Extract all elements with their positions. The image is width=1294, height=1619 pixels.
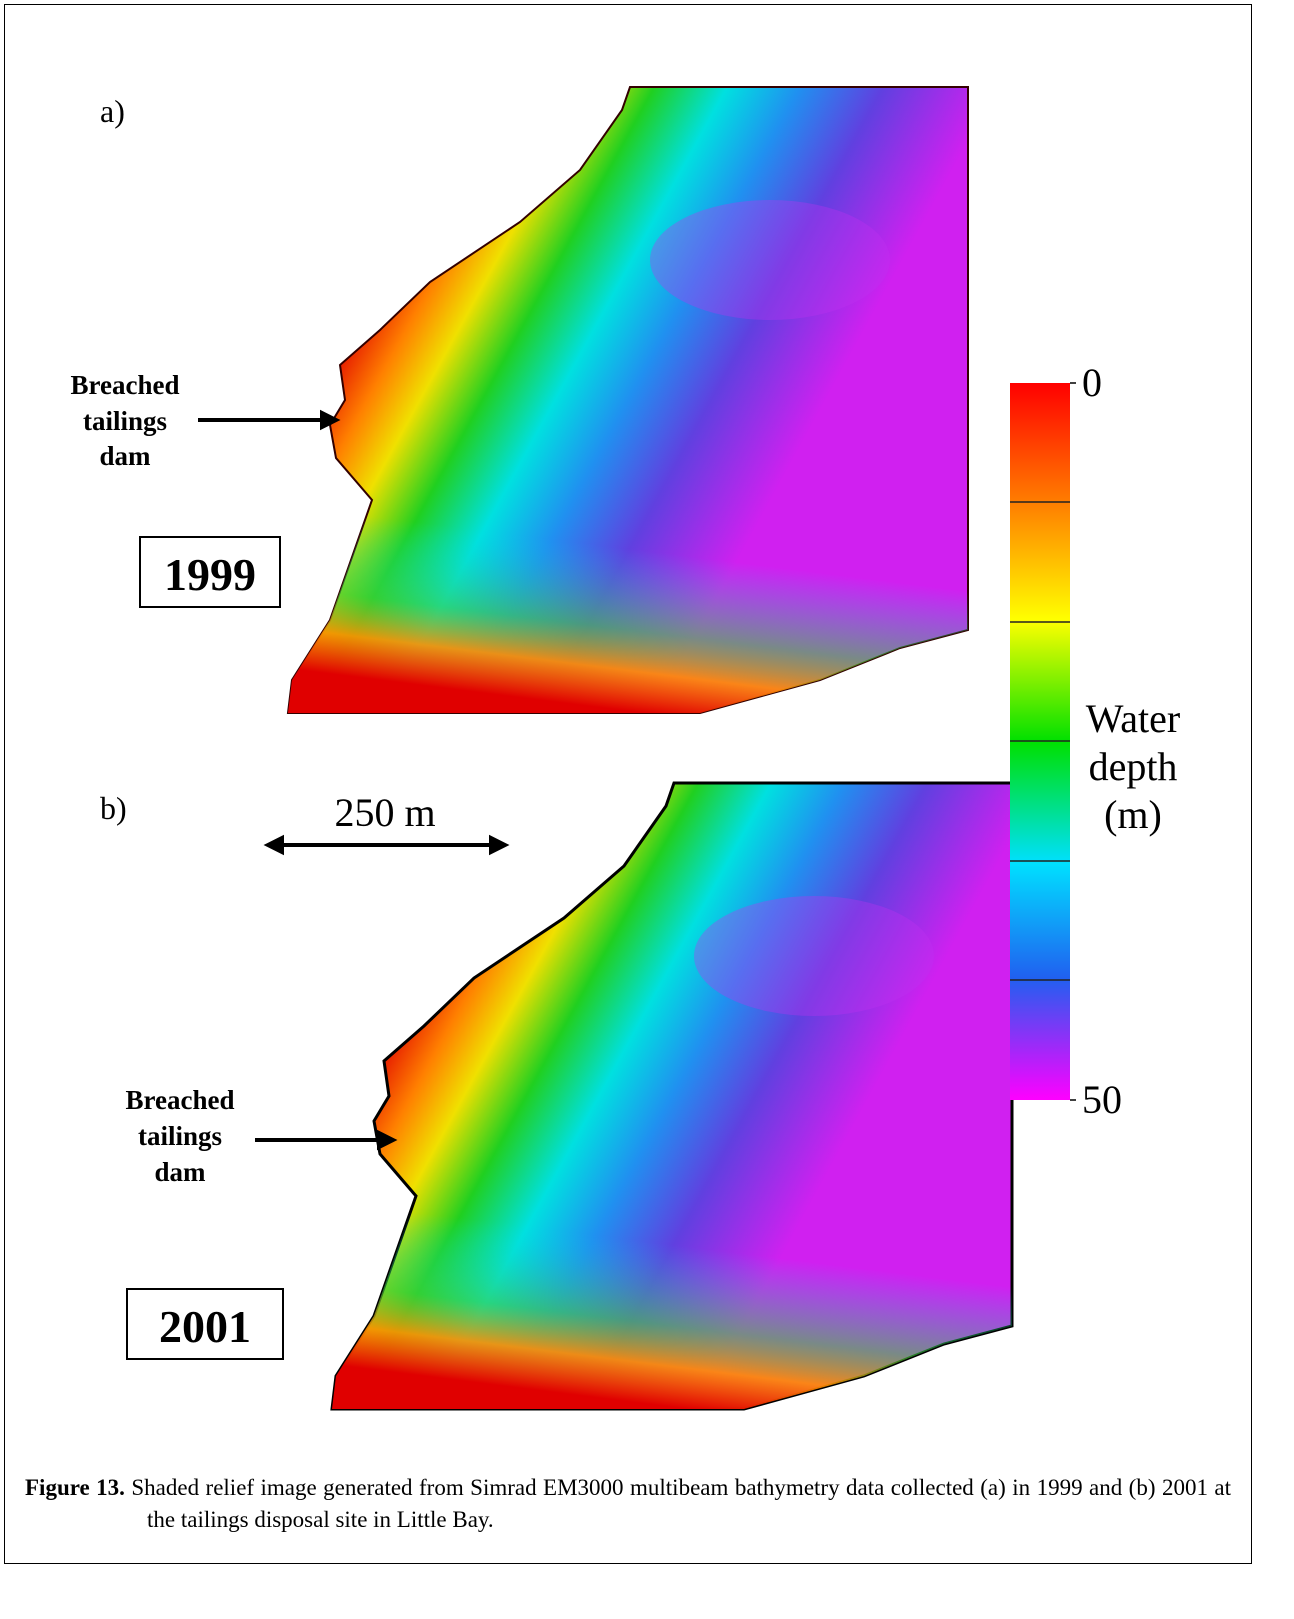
panel-label: a)	[100, 93, 125, 129]
map-a	[288, 87, 968, 713]
annotation: Breached	[126, 1085, 235, 1115]
colorbar-tick-label: 0	[1082, 360, 1102, 405]
colorbar-label: depth	[1089, 744, 1178, 789]
panel-label: b)	[100, 790, 127, 826]
year: 1999	[164, 549, 256, 600]
annotation: dam	[99, 441, 151, 471]
caption-text: Shaded relief image generated from Simra…	[131, 1475, 1231, 1532]
figure: a) b) Breached tailings dam Breached tai…	[0, 0, 1294, 1619]
annotation: dam	[154, 1157, 206, 1187]
colorbar-label: (m)	[1104, 792, 1162, 837]
annotation: Breached	[71, 370, 180, 400]
year: 2001	[159, 1301, 251, 1352]
caption: Figure 13. Shaded relief image generated…	[25, 1472, 1231, 1536]
page: {"panels": [ {"label": "a)", "year": "19…	[0, 0, 1294, 1619]
map-b	[332, 783, 1012, 1409]
annotation: tailings	[138, 1121, 222, 1151]
annotation: tailings	[83, 406, 167, 436]
scale-bar-label: 250 m	[334, 790, 435, 835]
colorbar-tick-label: 50	[1082, 1077, 1122, 1122]
colorbar-label: Water	[1086, 696, 1181, 741]
caption-label: Figure 13.	[25, 1475, 125, 1500]
